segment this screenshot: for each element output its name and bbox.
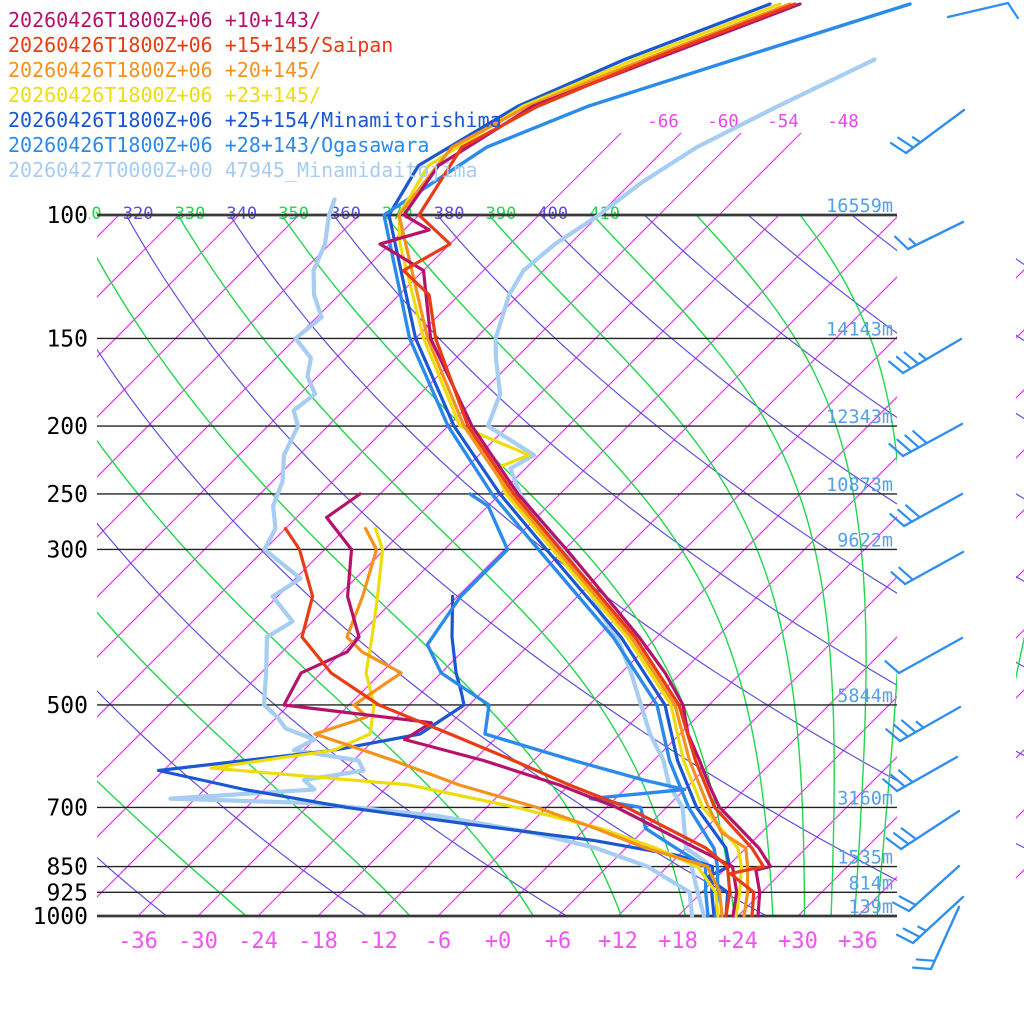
temperature-tick-label: +30 — [778, 929, 818, 954]
pressure-tick-label: 150 — [46, 326, 88, 352]
pressure-tick-label: 700 — [46, 795, 88, 821]
pressure-tick-label: 300 — [46, 537, 88, 563]
upper-isotherm-label: -60 — [707, 112, 739, 132]
series--20-145- — [313, 2, 792, 918]
height-label: 16559m — [826, 196, 893, 217]
height-label: 3160m — [837, 788, 893, 809]
height-label: 10873m — [826, 475, 893, 496]
pressure-tick-label: 100 — [46, 203, 88, 229]
temperature-tick-label: -18 — [298, 929, 338, 954]
temperature-tick-label: +6 — [545, 929, 572, 954]
dry-adiabats — [97, 215, 897, 916]
wind-barb — [888, 422, 964, 458]
temperature-tick-label: -6 — [425, 929, 452, 954]
wind-barb — [885, 705, 962, 743]
wind-barb — [889, 108, 966, 155]
upper-isotherm-label: -66 — [647, 112, 679, 132]
wind-barb — [888, 337, 963, 375]
pressure-tick-label: 500 — [46, 693, 88, 719]
legend-line: 20260426T1800Z+06 +25+154/Minamitorishim… — [8, 108, 502, 132]
temperature-tick-label: -12 — [358, 929, 398, 954]
wind-barb — [895, 895, 965, 945]
background-grid — [97, 215, 897, 916]
legend-line: 20260426T1800Z+06 +28+143/Ogasawara — [8, 133, 429, 157]
height-labels: 16559m 14143m 12343m 10873m 9622m 5844m 3160m 1… — [826, 196, 893, 918]
wind-barb — [884, 636, 964, 675]
wind-barb — [890, 550, 965, 586]
dry-adiabats — [1016, 258, 1024, 849]
pressure-tick-label: 200 — [46, 414, 88, 440]
temperature-tick-label: +24 — [718, 929, 758, 954]
temperature-labels: -36 -30 -24 -18 -12 -6 +0 +6 +12 +18 +24 +30 +36 — [118, 929, 878, 954]
wind-barb — [885, 809, 961, 851]
legend-line: 20260427T0000Z+00 47945_Minamidaitojima — [8, 158, 478, 182]
upper-isotherms: -66 -60 -54 -48 — [538, 112, 859, 216]
pressure-tick-label: 925 — [46, 880, 88, 906]
temperature-tick-label: -36 — [118, 929, 158, 954]
temperature-tick-label: +36 — [838, 929, 878, 954]
temperature-tick-label: -24 — [238, 929, 278, 954]
series--10-143- — [282, 2, 802, 918]
moist-adiabats — [97, 215, 897, 916]
temperature-tick-label: +12 — [598, 929, 638, 954]
legend: 20260426T1800Z+06 +10+143/20260426T1800Z… — [8, 8, 502, 182]
series--15-145-saipan — [283, 2, 797, 918]
pressure-tick-label: 250 — [46, 482, 88, 508]
upper-isotherm-label: -48 — [827, 112, 859, 132]
wind-barb — [882, 755, 959, 793]
sounding-profiles — [156, 2, 912, 919]
height-label: 12343m — [826, 407, 893, 428]
wind-barb — [893, 220, 965, 251]
height-label: 9622m — [837, 530, 893, 551]
wind-barb — [946, 1, 1019, 20]
height-label: 5844m — [837, 686, 893, 707]
label-mask — [0, 198, 89, 224]
legend-line: 20260426T1800Z+06 +23+145/ — [8, 83, 321, 107]
temperature-tick-label: +18 — [658, 929, 698, 954]
pressure-lines — [97, 213, 897, 918]
height-label: 14143m — [826, 319, 893, 340]
pressure-tick-label: 1000 — [33, 904, 88, 930]
temperature-tick-label: -30 — [178, 929, 218, 954]
height-label: 1535m — [837, 848, 893, 869]
pressure-tick-label: 850 — [46, 855, 88, 881]
height-label: 139m — [848, 897, 893, 918]
height-label: 814m — [848, 873, 893, 894]
legend-line: 20260426T1800Z+06 +15+145/Saipan — [8, 33, 393, 57]
isotherms — [97, 215, 897, 916]
legend-line: 20260426T1800Z+06 +20+145/ — [8, 58, 321, 82]
wind-barbs — [882, 1, 1019, 971]
wind-barb — [892, 864, 961, 913]
temperature-tick-label: +0 — [485, 929, 512, 954]
upper-isotherm-label: -54 — [767, 112, 799, 132]
wind-barb — [911, 905, 961, 971]
wind-barb — [889, 492, 964, 528]
legend-line: 20260426T1800Z+06 +10+143/ — [8, 8, 321, 32]
